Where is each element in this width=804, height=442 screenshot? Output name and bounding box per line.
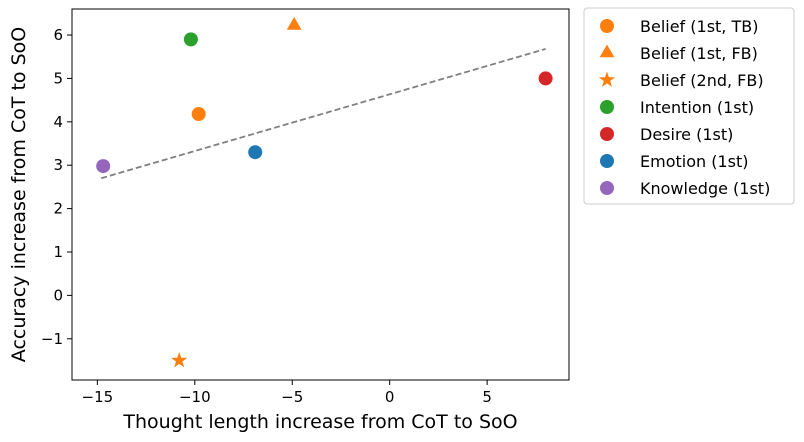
data-point — [96, 159, 111, 174]
legend-marker — [598, 71, 616, 87]
y-tick-label: 3 — [53, 156, 63, 174]
y-tick-label: 6 — [53, 26, 63, 44]
legend-label: Belief (2nd, FB) — [640, 71, 764, 90]
x-tick-label: 5 — [482, 388, 492, 406]
y-axis-label: Accuracy increase from CoT to SoO — [8, 27, 30, 362]
legend-label: Desire (1st) — [640, 125, 733, 144]
legend-marker — [600, 154, 614, 168]
legend-marker — [600, 19, 614, 33]
legend-frame — [583, 7, 795, 205]
legend-label: Emotion (1st) — [640, 152, 749, 171]
legend-label: Belief (1st, FB) — [640, 44, 758, 63]
x-tick-label: −5 — [281, 388, 303, 406]
y-tick-label: 2 — [53, 200, 63, 218]
legend-marker — [600, 181, 614, 195]
y-tick-label: 5 — [53, 69, 63, 87]
data-point — [538, 71, 553, 86]
legend-label: Knowledge (1st) — [640, 179, 770, 198]
x-tick-label: −15 — [82, 388, 114, 406]
legend-label: Belief (1st, TB) — [640, 17, 758, 36]
data-point — [171, 351, 188, 368]
y-tick-label: 0 — [53, 286, 63, 304]
plot-area — [71, 8, 570, 381]
x-axis-label: Thought length increase from CoT to SoO — [122, 411, 517, 433]
data-point — [286, 16, 302, 30]
y-tick-label: 4 — [53, 113, 63, 131]
legend-marker — [599, 44, 615, 58]
trend-line — [100, 48, 546, 180]
legend-label: Intention (1st) — [640, 98, 754, 117]
legend: Belief (1st, TB) Belief (1st, FB) Belief (… — [583, 7, 795, 205]
data-point — [183, 32, 198, 47]
legend-marker — [600, 127, 614, 141]
legend-marker — [600, 100, 614, 114]
y-tick-label: 1 — [53, 243, 63, 261]
data-point — [191, 107, 206, 122]
data-point — [248, 145, 263, 160]
y-tick-label: −1 — [41, 330, 63, 348]
x-tick-label: −10 — [179, 388, 211, 406]
x-tick-label: 0 — [385, 388, 395, 406]
